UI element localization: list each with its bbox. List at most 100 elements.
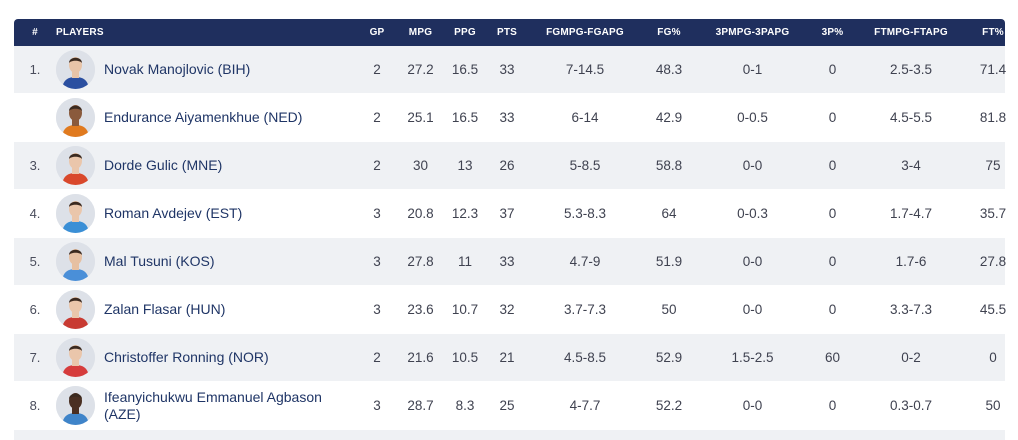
header-gp[interactable]: GP xyxy=(369,27,385,38)
3p-pct-cell: 60 xyxy=(824,350,841,365)
rank-cell: 3. xyxy=(29,158,41,173)
header-rank[interactable]: # xyxy=(32,27,38,38)
3p-pct-cell: 0 xyxy=(828,158,837,173)
3p-cell: 0-1 xyxy=(742,62,763,77)
fg-cell: 4.5-8.5 xyxy=(563,350,607,365)
player-cell[interactable]: Dorde Gulic (MNE) xyxy=(56,146,356,185)
fg-cell: 4.7-9 xyxy=(569,254,601,269)
player-name-link[interactable]: Roman Avdejev (EST) xyxy=(104,205,243,221)
ft-pct-cell: 27.8 xyxy=(979,254,1007,269)
header-pts[interactable]: PTS xyxy=(496,27,518,38)
ft-cell: 0.3-0.7 xyxy=(889,398,933,413)
fg-pct-cell: 48.3 xyxy=(655,62,683,77)
table-row[interactable]: 6. Zalan Flasar (HUN) 3 23.6 10.7 32 3.7… xyxy=(14,286,1006,334)
ft-cell: 4.5-5.5 xyxy=(889,110,933,125)
rank-cell: 5. xyxy=(29,254,41,269)
fg-pct-cell: 51.9 xyxy=(655,254,683,269)
fg-cell: 4-7.7 xyxy=(569,398,601,413)
mpg-cell: 27.8 xyxy=(407,254,434,269)
gp-cell: 2 xyxy=(373,110,381,125)
player-name-link[interactable]: Novak Manojlovic (BIH) xyxy=(104,61,251,77)
3p-cell: 0-0 xyxy=(742,158,763,173)
ppg-cell: 11 xyxy=(457,254,472,269)
mpg-cell: 21.6 xyxy=(407,350,434,365)
player-avatar[interactable] xyxy=(56,194,95,233)
table-row[interactable]: 1. Novak Manojlovic (BIH) 2 27.2 16.5 33… xyxy=(14,46,1006,94)
3p-pct-cell: 0 xyxy=(828,206,837,221)
header-ft-pct[interactable]: FT% xyxy=(982,27,1004,38)
pts-cell: 25 xyxy=(499,398,515,413)
ft-cell: 3-4 xyxy=(901,158,921,173)
ft-cell: 0-2 xyxy=(901,350,921,365)
header-players[interactable]: PLAYERS xyxy=(56,27,104,38)
mpg-cell: 27.2 xyxy=(407,62,434,77)
3p-pct-cell: 0 xyxy=(828,302,837,317)
3p-cell: 0-0 xyxy=(742,398,763,413)
ppg-cell: 10.5 xyxy=(451,350,479,365)
player-name-link[interactable]: Dorde Gulic (MNE) xyxy=(104,157,223,173)
player-name-link[interactable]: Ifeanyichukwu Emmanuel Agbason (AZE) xyxy=(104,388,322,422)
fg-pct-cell: 52.2 xyxy=(655,398,683,413)
player-avatar[interactable] xyxy=(56,290,95,329)
header-3p-pct[interactable]: 3P% xyxy=(821,27,844,38)
3p-cell: 0-0.5 xyxy=(737,110,768,125)
player-avatar[interactable] xyxy=(56,98,95,137)
player-name-link[interactable]: Mal Tusuni (KOS) xyxy=(104,253,215,269)
player-avatar[interactable] xyxy=(56,146,95,185)
gp-cell: 2 xyxy=(373,158,381,173)
stats-table: # PLAYERS GP MPG PPG PTS FGMPG-FGAPG FG%… xyxy=(14,19,1006,440)
pts-cell: 26 xyxy=(499,158,515,173)
header-ppg[interactable]: PPG xyxy=(454,27,476,38)
player-name-link[interactable]: Christoffer Ronning (NOR) xyxy=(104,349,269,365)
gp-cell: 3 xyxy=(373,302,381,317)
rank-cell: 7. xyxy=(29,350,41,365)
player-cell[interactable]: Roman Avdejev (EST) xyxy=(56,194,356,233)
player-avatar[interactable] xyxy=(56,50,95,89)
mpg-cell: 25.1 xyxy=(407,110,434,125)
ppg-cell: 16.5 xyxy=(451,62,479,77)
player-cell[interactable]: Endurance Aiyamenkhue (NED) xyxy=(56,98,356,137)
ft-cell: 3.3-7.3 xyxy=(889,302,933,317)
table-row[interactable]: 7. Christoffer Ronning (NOR) 2 21.6 10.5… xyxy=(14,334,1005,382)
mpg-cell: 23.6 xyxy=(407,302,434,317)
table-row[interactable]: 5. Mal Tusuni (KOS) 3 27.8 11 33 4.7-9 5… xyxy=(14,238,1006,286)
ft-pct-cell: 35.7 xyxy=(979,206,1007,221)
ft-pct-cell: 45.5 xyxy=(979,302,1007,317)
player-cell[interactable]: Zalan Flasar (HUN) xyxy=(56,290,356,329)
3p-pct-cell: 0 xyxy=(828,254,837,269)
fg-cell: 5-8.5 xyxy=(569,158,601,173)
ft-pct-cell: 50 xyxy=(985,398,1001,413)
gp-cell: 2 xyxy=(373,62,381,77)
table-row[interactable]: 3. Dorde Gulic (MNE) 2 30 13 26 5-8.5 58… xyxy=(14,142,1005,190)
pts-cell: 33 xyxy=(499,110,515,125)
ppg-cell: 16.5 xyxy=(451,110,479,125)
header-fg-pct[interactable]: FG% xyxy=(657,27,681,38)
header-mpg[interactable]: MPG xyxy=(408,27,433,38)
ppg-cell: 13 xyxy=(457,158,473,173)
header-ft[interactable]: FTMPG-FTAPG xyxy=(874,27,948,38)
fg-pct-cell: 42.9 xyxy=(655,110,683,125)
table-row[interactable]: Endurance Aiyamenkhue (NED) 2 25.1 16.5 … xyxy=(14,94,1006,142)
player-cell[interactable]: Novak Manojlovic (BIH) xyxy=(56,50,356,89)
rank-cell: 1. xyxy=(29,62,41,77)
mpg-cell: 30 xyxy=(412,158,429,173)
table-row[interactable]: 4. Roman Avdejev (EST) 3 20.8 12.3 37 5.… xyxy=(14,190,1006,238)
player-cell[interactable]: Christoffer Ronning (NOR) xyxy=(56,338,356,377)
pts-cell: 32 xyxy=(499,302,515,317)
gp-cell: 2 xyxy=(373,350,381,365)
player-cell[interactable]: Mal Tusuni (KOS) xyxy=(56,242,356,281)
player-name-link[interactable]: Zalan Flasar (HUN) xyxy=(104,301,226,317)
table-row[interactable]: 8. Ifeanyichukwu Emmanuel Agbason (AZE) … xyxy=(14,382,1005,430)
player-cell[interactable]: Ifeanyichukwu Emmanuel Agbason (AZE) xyxy=(56,386,356,425)
fg-pct-cell: 52.9 xyxy=(655,350,683,365)
rank-cell: 6. xyxy=(29,302,41,317)
player-name-link[interactable]: Endurance Aiyamenkhue (NED) xyxy=(104,109,303,125)
header-fg[interactable]: FGMPG-FGAPG xyxy=(546,27,624,38)
player-avatar[interactable] xyxy=(56,386,95,425)
player-avatar[interactable] xyxy=(56,242,95,281)
header-3p[interactable]: 3PMPG-3PAPG xyxy=(715,27,790,38)
player-avatar[interactable] xyxy=(56,338,95,377)
fg-cell: 7-14.5 xyxy=(565,62,605,77)
pts-cell: 37 xyxy=(499,206,515,221)
fg-cell: 6-14 xyxy=(571,110,599,125)
